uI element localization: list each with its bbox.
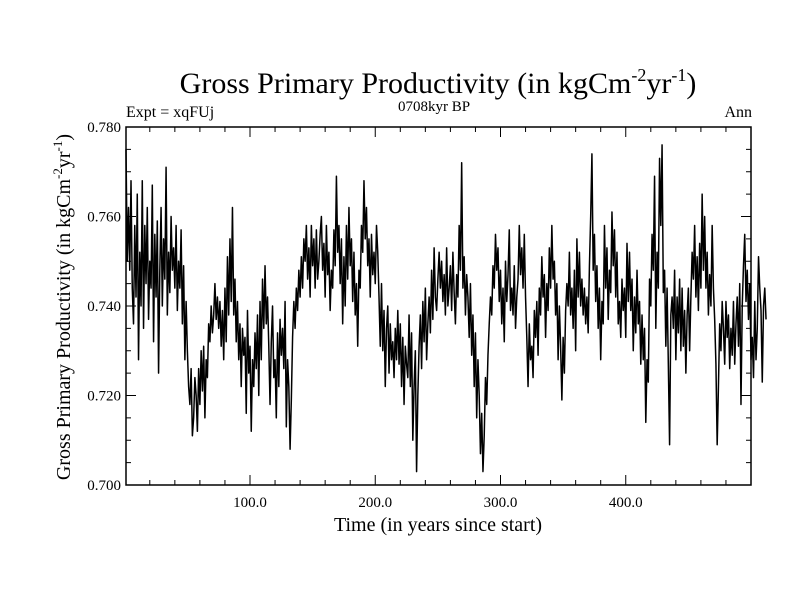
plot-frame bbox=[125, 126, 752, 486]
gpp-series-line bbox=[125, 144, 767, 473]
axis-tick-labels: 100.0 200.0 300.0 400.0 0.700 0.720 0.740 0.760… bbox=[87, 120, 642, 511]
x-tick-label: 400.0 bbox=[609, 495, 643, 511]
x-tick-label: 300.0 bbox=[484, 495, 518, 511]
x-tick-label: 200.0 bbox=[358, 495, 392, 511]
x-axis-label: Time (in years since start) bbox=[334, 514, 542, 536]
y-tick-label: 0.760 bbox=[87, 210, 121, 226]
period-label: 0708kyr BP bbox=[398, 99, 470, 115]
y-tick-label: 0.700 bbox=[87, 478, 121, 494]
experiment-label: Expt = xqFUj bbox=[126, 104, 214, 121]
chart-title: Gross Primary Productivity (in kgCm-2yr-… bbox=[180, 65, 697, 100]
season-label: Ann bbox=[724, 104, 752, 121]
y-tick-label: 0.720 bbox=[87, 389, 121, 405]
y-tick-label: 0.740 bbox=[87, 299, 121, 315]
x-tick-label: 100.0 bbox=[233, 495, 267, 511]
y-tick-label: 0.780 bbox=[87, 120, 121, 136]
y-axis-label: Gross Primary Productivity (in kgCm-2yr-… bbox=[50, 134, 75, 480]
